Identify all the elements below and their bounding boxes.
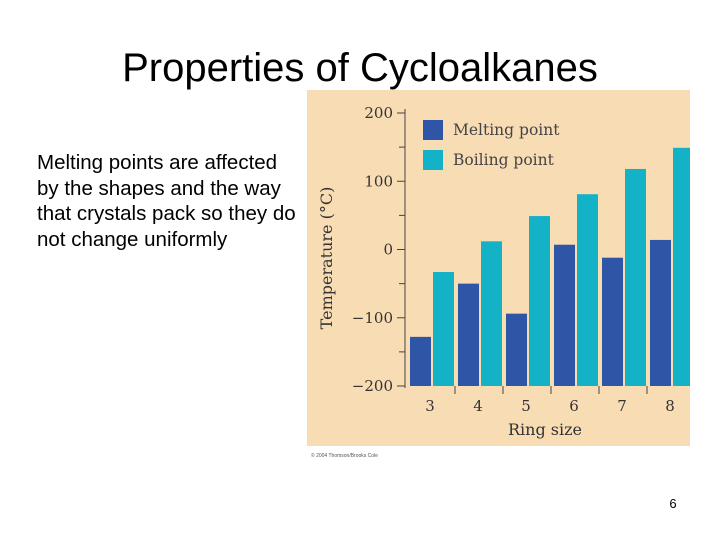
bar-chart: −200 −100 0 100 200 3 4 5 6 7 8 Melting point Boil…	[307, 90, 690, 446]
slide-title: Properties of Cycloalkanes	[122, 46, 598, 90]
bar-boiling-ring-4	[481, 241, 502, 386]
body-text: Melting points are affected by the shape…	[37, 151, 296, 251]
x-tick-label: 5	[521, 397, 531, 415]
y-tick-label: 0	[383, 241, 393, 259]
x-tick-label: 4	[473, 397, 483, 415]
copyright-notice: © 2004 Thomson/Brooks Cole	[311, 453, 378, 459]
y-axis-label: Temperature (°C)	[317, 187, 336, 330]
y-axis-ticks: −200 −100 0 100 200	[352, 104, 406, 395]
bar-melting-ring-3	[410, 336, 431, 386]
bar-boiling-ring-8	[673, 147, 690, 386]
bar-boiling-ring-3	[433, 272, 454, 386]
legend-label-boiling: Boiling point	[453, 151, 555, 169]
bar-boiling-ring-7	[625, 168, 646, 386]
bar-melting-ring-6	[554, 244, 575, 386]
y-tick-label: 200	[364, 104, 393, 122]
bar-melting-ring-7	[602, 257, 623, 386]
x-axis-label: Ring size	[508, 420, 582, 439]
x-tick-label: 8	[665, 397, 675, 415]
legend-swatch-melting	[423, 120, 443, 140]
legend-swatch-boiling	[423, 150, 443, 170]
bar-melting-ring-8	[650, 239, 671, 386]
y-tick-label: 100	[364, 172, 393, 190]
x-tick-label: 3	[425, 397, 435, 415]
bars	[410, 147, 690, 386]
bar-melting-ring-5	[506, 313, 527, 386]
x-tick-label: 6	[569, 397, 579, 415]
y-tick-label: −200	[352, 377, 393, 395]
bar-melting-ring-4	[458, 283, 479, 386]
x-axis-tick-labels: 3 4 5 6 7 8	[425, 386, 675, 415]
legend-label-melting: Melting point	[453, 121, 560, 139]
legend: Melting point Boiling point	[423, 120, 560, 170]
bar-boiling-ring-5	[529, 216, 550, 386]
page-number: 6	[669, 496, 677, 511]
y-tick-label: −100	[352, 309, 393, 327]
chart-panel: −200 −100 0 100 200 3 4 5 6 7 8 Melting point Boil…	[307, 90, 690, 446]
x-tick-label: 7	[617, 397, 627, 415]
bar-boiling-ring-6	[577, 194, 598, 386]
